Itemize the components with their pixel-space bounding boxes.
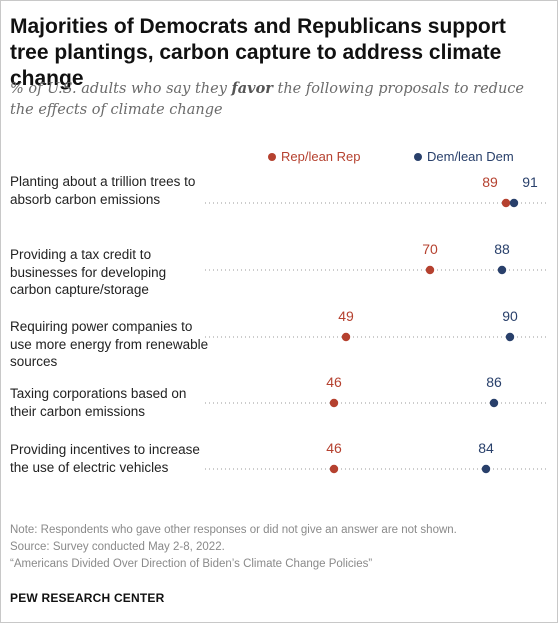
dot-rep-2	[341, 332, 351, 342]
subtitle-text-after: the following proposals to reduce the ef…	[10, 81, 524, 118]
chart-title: Majorities of Democrats and Republicans …	[10, 15, 506, 90]
legend-dot-rep-icon	[268, 153, 276, 161]
subtitle-emphasis: favor	[231, 80, 273, 97]
source-text: Source: Survey conducted May 2-8, 2022.	[10, 541, 225, 553]
dot-rep-1	[425, 265, 435, 275]
legend-dot-dem-icon	[414, 153, 422, 161]
dot-rep-3	[329, 398, 339, 408]
row-label-electric-vehicles: Providing incentives to increase the use…	[10, 442, 200, 475]
dot-dem-2	[505, 332, 515, 342]
legend-label-rep: Rep/lean Rep	[281, 149, 361, 164]
legend-item-rep: Rep/lean Rep	[268, 149, 361, 165]
brand-logo-text: PEW RESEARCH CENTER	[10, 591, 165, 605]
value-label-rep-3: 46	[326, 374, 342, 390]
value-label-dem-0: 91	[522, 174, 538, 190]
footnotes: Note: Respondents who gave other respons…	[10, 522, 550, 573]
dot-dem-4	[481, 464, 491, 474]
row-label-renewable: Requiring power companies to use more en…	[10, 319, 209, 369]
dot-plot: 89 70 49 46 46 91 88 90 86 84	[205, 174, 548, 474]
report-title: “Americans Divided Over Direction of Bid…	[10, 558, 373, 570]
dot-dem-3	[489, 398, 499, 408]
note-text: Note: Respondents who gave other respons…	[10, 524, 457, 536]
value-label-dem-3: 86	[486, 374, 502, 390]
value-label-rep-2: 49	[338, 308, 354, 324]
row-label-carbon-capture: Providing a tax credit to businesses for…	[10, 247, 167, 297]
chart-subtitle: % of U.S. adults who say they favor the …	[10, 78, 545, 121]
value-label-rep-0: 89	[482, 174, 498, 190]
dot-rep-4	[329, 464, 339, 474]
value-label-dem-1: 88	[494, 241, 510, 257]
value-label-dem-2: 90	[502, 308, 518, 324]
value-label-dem-4: 84	[478, 440, 494, 456]
dot-rep-0	[501, 198, 511, 208]
dot-dem-1	[497, 265, 507, 275]
row-label-carbon-tax: Taxing corporations based on their carbo…	[10, 386, 187, 419]
subtitle-text-before: % of U.S. adults who say they	[10, 81, 232, 97]
legend-item-dem: Dem/lean Dem	[414, 149, 514, 165]
value-label-rep-4: 46	[326, 440, 342, 456]
row-label-trees: Planting about a trillion trees to absor…	[10, 174, 196, 207]
dot-dem-0	[509, 198, 519, 208]
value-label-rep-1: 70	[422, 241, 438, 257]
legend-label-dem: Dem/lean Dem	[427, 149, 514, 164]
